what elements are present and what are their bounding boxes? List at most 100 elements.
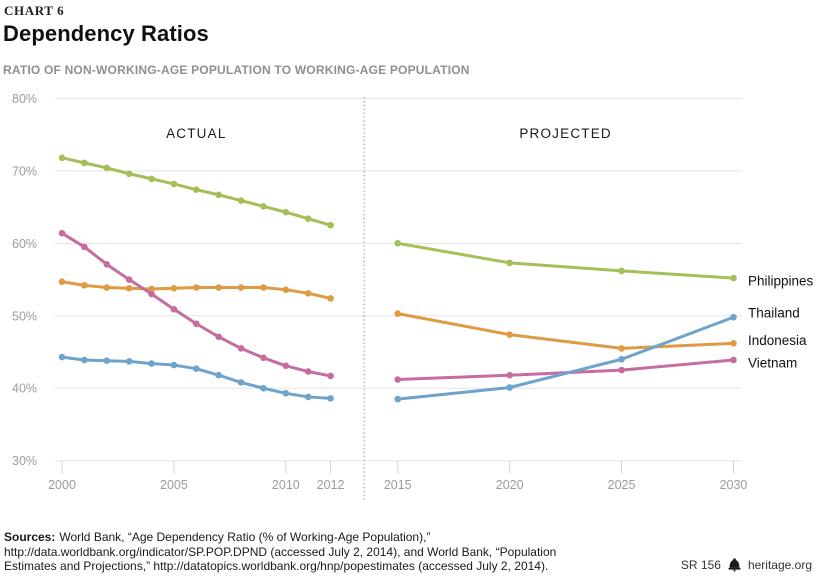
series-point-vietnam <box>192 320 200 328</box>
x-axis-label: 2025 <box>608 478 636 492</box>
series-point-thailand <box>215 371 222 379</box>
site-name: heritage.org <box>747 558 812 572</box>
series-point-philippines <box>394 240 402 247</box>
sources-line: Estimates and Projections,” http://datat… <box>4 559 549 574</box>
series-point-indonesia <box>215 284 222 291</box>
series-point-indonesia <box>260 284 267 291</box>
series-point-thailand <box>58 353 66 361</box>
series-point-thailand <box>304 393 312 401</box>
series-point-philippines <box>192 186 200 193</box>
series-point-vietnam <box>618 366 625 374</box>
sources-line: Sources: World Bank, “Age Dependency Rati… <box>4 530 644 545</box>
x-axis-label: 2015 <box>384 478 412 492</box>
series-point-vietnam <box>237 345 245 352</box>
sources-note: Sources: World Bank, “Age Dependency Rati… <box>4 530 644 574</box>
series-point-vietnam <box>215 333 222 341</box>
series-point-philippines <box>148 175 155 183</box>
sources-label: Sources: <box>4 530 56 544</box>
series-point-philippines <box>215 191 222 199</box>
x-axis-label: 2005 <box>160 478 188 492</box>
series-point-indonesia <box>237 284 245 291</box>
series-point-indonesia <box>148 285 155 293</box>
series-label-philippines: Philippines <box>748 274 814 289</box>
series-point-philippines <box>237 197 245 204</box>
series-point-indonesia <box>170 284 178 292</box>
series-point-thailand <box>103 357 111 365</box>
series-point-indonesia <box>125 284 133 292</box>
series-line-thailand <box>396 315 735 401</box>
y-axis-label: 80% <box>12 92 37 106</box>
series-point-vietnam <box>260 354 267 362</box>
footer-branding: SR 156 heritage.org <box>681 558 812 572</box>
series-point-philippines <box>125 170 133 178</box>
series-point-thailand <box>394 395 402 403</box>
section-label-actual: ACTUAL <box>166 126 226 141</box>
series-point-indonesia <box>103 284 111 291</box>
series-point-vietnam <box>730 356 737 364</box>
series-label-thailand: Thailand <box>748 306 800 321</box>
series-point-philippines <box>327 221 334 229</box>
series-point-vietnam <box>170 305 178 313</box>
series-point-indonesia <box>618 345 625 352</box>
y-axis-label: 50% <box>12 309 37 323</box>
report-id: SR 156 <box>680 558 721 572</box>
series-point-vietnam <box>304 368 312 375</box>
series-point-indonesia <box>327 295 334 302</box>
series-point-thailand <box>260 384 267 392</box>
series-point-vietnam <box>103 261 111 268</box>
series-point-philippines <box>304 215 312 222</box>
series-point-vietnam <box>148 290 155 298</box>
series-line-thailand <box>60 355 333 400</box>
series-point-philippines <box>58 154 66 162</box>
series-point-vietnam <box>506 371 513 379</box>
series-point-thailand <box>148 360 155 367</box>
sources-line: http://data.worldbank.org/indicator/SP.P… <box>4 544 557 559</box>
series-point-indonesia <box>730 340 737 347</box>
chart-number: CHART 6 <box>4 3 65 18</box>
x-axis-label: 2012 <box>317 478 345 492</box>
series-line-vietnam <box>396 358 735 382</box>
series-point-vietnam <box>81 243 88 251</box>
series-point-philippines <box>282 208 290 216</box>
series-point-vietnam <box>327 372 334 380</box>
series-point-indonesia <box>304 290 312 297</box>
series-point-indonesia <box>81 282 88 289</box>
series-point-philippines <box>170 180 178 188</box>
y-axis-label: 70% <box>12 164 37 178</box>
series-point-thailand <box>327 395 334 402</box>
series-point-vietnam <box>394 376 402 383</box>
series-point-philippines <box>260 203 267 210</box>
page-title: Dependency Ratios <box>3 21 209 46</box>
x-axis-label: 2030 <box>720 478 748 492</box>
series-point-indonesia <box>506 331 513 338</box>
series-point-philippines <box>618 267 625 275</box>
series-point-indonesia <box>282 286 290 293</box>
series-point-thailand <box>125 358 133 365</box>
series-point-thailand <box>618 355 625 363</box>
series-point-vietnam <box>58 229 66 237</box>
series-line-vietnam <box>60 231 333 378</box>
series-point-indonesia <box>58 278 66 286</box>
sources-text: World Bank, “Age Dependency Ratio (% of … <box>59 530 431 544</box>
series-point-thailand <box>81 356 88 364</box>
heritage-bell-icon <box>728 558 741 572</box>
series-point-thailand <box>506 384 513 391</box>
series-point-philippines <box>730 274 737 282</box>
series-point-indonesia <box>192 284 200 291</box>
series-point-philippines <box>506 259 513 267</box>
x-axis-label: 2010 <box>272 478 300 492</box>
series-point-vietnam <box>125 276 133 283</box>
series-point-thailand <box>192 365 200 372</box>
series-point-vietnam <box>282 362 290 370</box>
series-point-thailand <box>170 361 178 369</box>
y-axis-label: 40% <box>12 382 37 396</box>
section-label-projected: PROJECTED <box>519 126 612 141</box>
series-point-thailand <box>237 379 245 386</box>
series-label-indonesia: Indonesia <box>748 333 807 348</box>
series-point-thailand <box>730 313 737 321</box>
chart-subtitle: RATIO OF NON-WORKING-AGE POPULATION TO W… <box>3 63 470 77</box>
series-point-thailand <box>282 390 290 397</box>
series-point-philippines <box>103 164 111 172</box>
